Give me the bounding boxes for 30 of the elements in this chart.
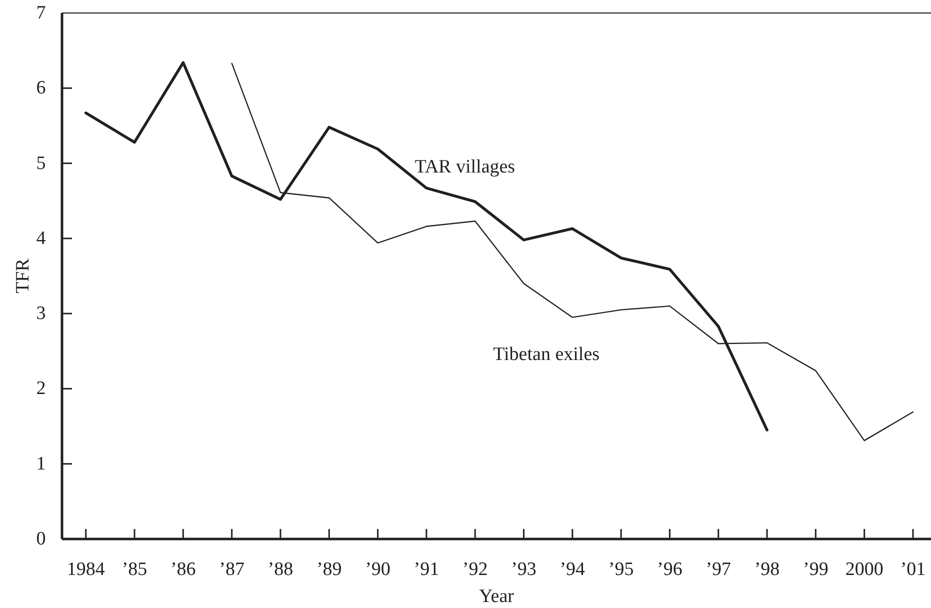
series-label: TAR villages <box>414 156 516 178</box>
y-tick-label: 1 <box>36 453 46 474</box>
x-tick-label: ’94 <box>560 559 586 580</box>
x-tick-label: 1984 <box>66 559 106 580</box>
x-tick-label: ’88 <box>268 559 294 580</box>
x-tick-label: ’99 <box>803 559 828 580</box>
x-axis-title: Year <box>478 586 515 607</box>
x-tick-label: ’98 <box>754 559 780 580</box>
y-tick-label: 2 <box>36 378 46 400</box>
series-label: Tibetan exiles <box>493 344 600 366</box>
x-tick-label: ’86 <box>170 559 196 580</box>
x-tick-label: ’97 <box>706 559 732 580</box>
x-tick-label: ’96 <box>657 559 682 580</box>
x-tick-label: 2000 <box>845 559 884 580</box>
y-tick-label: 3 <box>36 303 46 324</box>
y-tick-label: 5 <box>36 152 46 174</box>
x-tick-label: ’91 <box>414 559 440 580</box>
y-tick-label: 7 <box>36 2 46 24</box>
x-tick-label: ’01 <box>900 559 926 580</box>
x-tick-label: ’90 <box>365 559 390 580</box>
y-axis-title: TFR <box>12 258 34 294</box>
x-tick-label: ’92 <box>462 559 488 580</box>
y-tick-label: 4 <box>36 228 46 249</box>
y-tick-label: 6 <box>36 78 46 99</box>
x-tick-label: ’95 <box>608 559 634 580</box>
x-tick-label: ’89 <box>316 559 342 580</box>
x-tick-label: ’87 <box>219 559 244 580</box>
x-tick-label: ’93 <box>511 559 536 580</box>
x-tick-label: ’85 <box>122 559 148 580</box>
y-tick-label: 0 <box>36 528 46 550</box>
